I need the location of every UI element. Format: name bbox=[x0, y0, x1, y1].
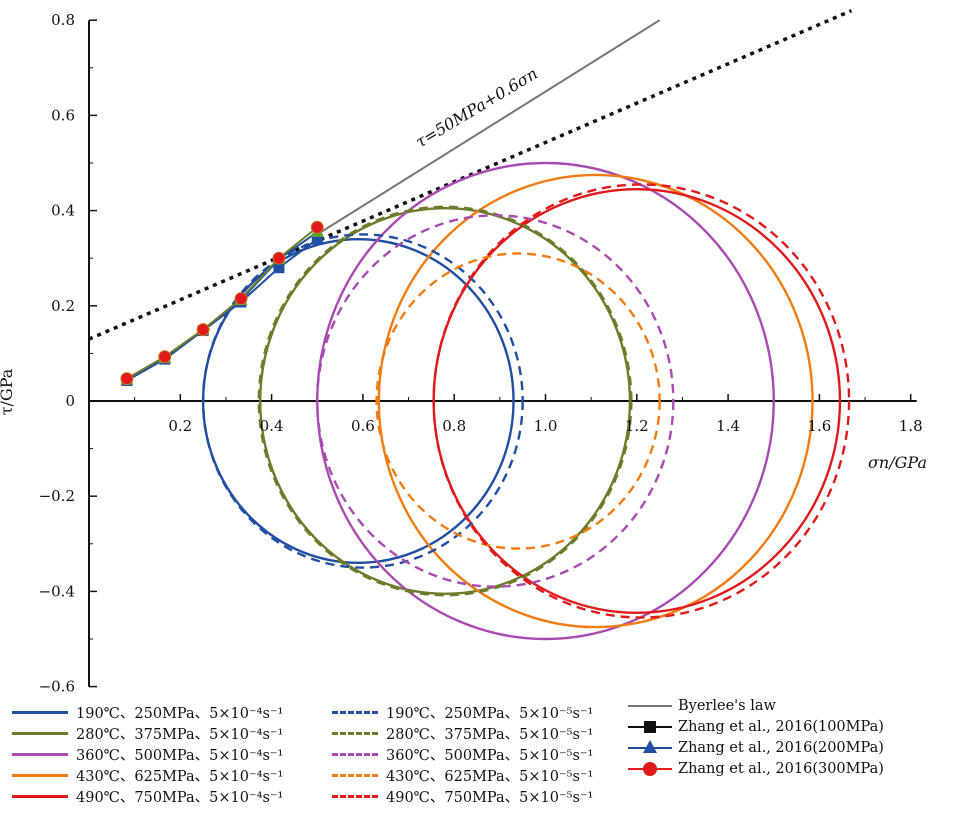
axes bbox=[88, 19, 917, 688]
y-tick-label: 0.6 bbox=[51, 106, 75, 124]
square-marker bbox=[311, 233, 323, 245]
x-tick-label: 0.6 bbox=[351, 417, 375, 435]
y-tick-label: −0.4 bbox=[39, 582, 75, 600]
data-series bbox=[120, 220, 324, 387]
legend-item: Zhang et al., 2016(300MPa) bbox=[628, 759, 884, 778]
legend-label: Zhang et al., 2016(100MPa) bbox=[678, 718, 884, 735]
legend-label: Zhang et al., 2016(200MPa) bbox=[678, 739, 884, 756]
x-tick-label: 1.0 bbox=[534, 417, 558, 435]
legend-label: 430℃、625MPa、5×10⁻⁵s⁻¹ bbox=[386, 769, 594, 785]
circle-marker bbox=[120, 372, 134, 386]
legend-swatch bbox=[332, 795, 378, 798]
mohr-circle-dashed-6 bbox=[257, 205, 633, 597]
y-tick-label: 0.8 bbox=[51, 11, 75, 29]
circle-marker bbox=[310, 220, 324, 234]
legend-label: 430℃、625MPa、5×10⁻⁴s⁻¹ bbox=[76, 769, 284, 785]
x-tick-label: 0.4 bbox=[260, 417, 284, 435]
mohr-circles bbox=[201, 161, 851, 641]
mohr-circle-dashed-8 bbox=[375, 252, 661, 550]
legend-item: Zhang et al., 2016(100MPa) bbox=[628, 717, 884, 736]
legend-swatch bbox=[332, 732, 378, 735]
y-tick-label: 0.4 bbox=[51, 202, 75, 220]
legend-swatch bbox=[12, 753, 68, 756]
legend-label: 490℃、750MPa、5×10⁻⁵s⁻¹ bbox=[386, 790, 594, 806]
x-tick-label: 1.4 bbox=[716, 417, 740, 435]
legend-item: 490℃、750MPa、5×10⁻⁵s⁻¹ bbox=[326, 787, 593, 806]
y-tick-label: 0 bbox=[65, 392, 75, 410]
legend-swatch bbox=[628, 739, 672, 755]
mohr-circle-dashed-7 bbox=[316, 214, 675, 588]
legend-label: 360℃、500MPa、5×10⁻⁴s⁻¹ bbox=[76, 748, 284, 764]
legend-item: 190℃、250MPa、5×10⁻⁵s⁻¹ bbox=[326, 703, 593, 722]
circle-marker bbox=[234, 292, 248, 306]
legend-item: 490℃、750MPa、5×10⁻⁴s⁻¹ bbox=[12, 787, 283, 806]
legend-swatch bbox=[628, 761, 672, 776]
y-tick-label: −0.2 bbox=[39, 487, 75, 505]
x-tick-label: 1.6 bbox=[807, 417, 831, 435]
legend-label: Zhang et al., 2016(300MPa) bbox=[678, 760, 884, 777]
x-tick-label: 0.2 bbox=[168, 417, 192, 435]
fit-line bbox=[88, 9, 853, 341]
mohr-circle-solid-3 bbox=[377, 173, 814, 629]
legend-item: 360℃、500MPa、5×10⁻⁵s⁻¹ bbox=[326, 745, 593, 764]
y-axis-title: τ/GPa bbox=[0, 368, 16, 415]
reference-lines bbox=[88, 9, 853, 341]
mohr-circle-solid-1 bbox=[258, 207, 632, 595]
circle-marker bbox=[158, 350, 172, 364]
legend-item: Byerlee's law bbox=[628, 696, 776, 715]
legend-label: 190℃、250MPa、5×10⁻⁵s⁻¹ bbox=[386, 706, 594, 722]
circle-icon bbox=[643, 761, 657, 776]
circle-marker bbox=[272, 251, 286, 265]
x-tick-label: 1.2 bbox=[625, 417, 649, 435]
y-tick-label: 0.2 bbox=[51, 297, 75, 315]
legend-swatch bbox=[332, 753, 378, 756]
legend-item: 190℃、250MPa、5×10⁻⁴s⁻¹ bbox=[12, 703, 283, 722]
legend-item: 360℃、500MPa、5×10⁻⁴s⁻¹ bbox=[12, 745, 283, 764]
legend-swatch bbox=[332, 711, 378, 714]
legend-swatch bbox=[12, 795, 68, 798]
x-tick-label: 0.8 bbox=[442, 417, 466, 435]
byerlee-line bbox=[316, 19, 661, 236]
legend-swatch bbox=[628, 699, 672, 713]
mohr-circle-dashed-5 bbox=[201, 233, 524, 569]
legend-label: 280℃、375MPa、5×10⁻⁴s⁻¹ bbox=[76, 727, 284, 743]
legend-label: 280℃、375MPa、5×10⁻⁵s⁻¹ bbox=[386, 727, 594, 743]
legend-swatch bbox=[628, 720, 672, 734]
legend-item: 280℃、375MPa、5×10⁻⁴s⁻¹ bbox=[12, 724, 283, 743]
legend-swatch bbox=[12, 711, 68, 714]
legend-swatch bbox=[12, 732, 68, 735]
legend-item: Zhang et al., 2016(200MPa) bbox=[628, 738, 884, 757]
mohr-circle-dashed-9 bbox=[432, 183, 851, 619]
square-icon bbox=[644, 720, 656, 733]
triangle-icon bbox=[643, 739, 657, 753]
legend-label: 490℃、750MPa、5×10⁻⁴s⁻¹ bbox=[76, 790, 284, 806]
legend-item: 280℃、375MPa、5×10⁻⁵s⁻¹ bbox=[326, 724, 593, 743]
series-line-2 bbox=[126, 226, 318, 380]
legend-label: 360℃、500MPa、5×10⁻⁵s⁻¹ bbox=[386, 748, 594, 764]
circle-marker bbox=[196, 323, 210, 337]
y-tick-label: −0.6 bbox=[39, 678, 75, 696]
legend-swatch bbox=[332, 774, 378, 777]
legend-label: 190℃、250MPa、5×10⁻⁴s⁻¹ bbox=[76, 706, 284, 722]
legend-label: Byerlee's law bbox=[678, 697, 776, 714]
legend-item: 430℃、625MPa、5×10⁻⁴s⁻¹ bbox=[12, 766, 283, 785]
legend-item: 430℃、625MPa、5×10⁻⁵s⁻¹ bbox=[326, 766, 593, 785]
x-tick-label: 1.8 bbox=[899, 417, 923, 435]
square-marker bbox=[273, 262, 285, 274]
legend-swatch bbox=[12, 774, 68, 777]
x-axis-title: σn/GPa bbox=[868, 453, 927, 472]
